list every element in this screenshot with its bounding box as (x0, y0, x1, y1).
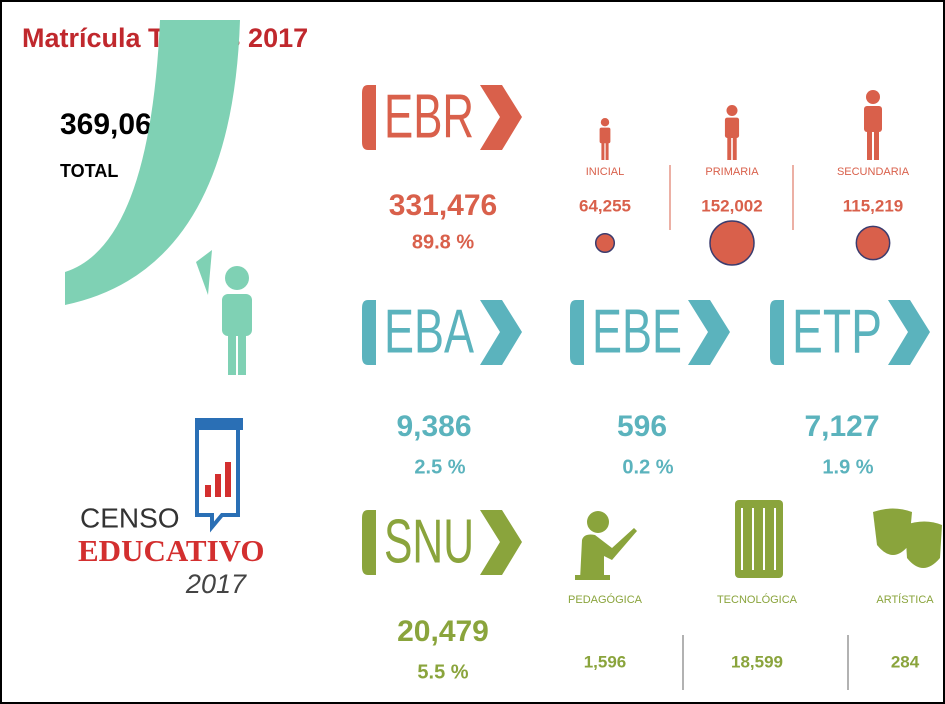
logo-line2: EDUCATIVO (78, 533, 265, 568)
chevron (480, 85, 522, 150)
person-icon (732, 136, 737, 160)
ebr-value: 331,476 (389, 189, 497, 222)
person-icon (874, 130, 879, 160)
level-circle (709, 220, 755, 266)
other-value: 7,127 (804, 410, 879, 443)
badge-name: EBE (592, 297, 682, 366)
snu-percent: 5.5 % (417, 661, 468, 683)
level-name: PRIMARIA (705, 166, 759, 178)
badge-name: EBA (384, 297, 474, 366)
area-value: 284 (891, 652, 920, 671)
level-circle (855, 225, 891, 261)
chevron (888, 300, 930, 365)
other-percent: 0.2 % (622, 456, 673, 478)
level-value: 64,255 (579, 196, 631, 215)
level-value: 152,002 (701, 196, 762, 215)
bracket (770, 300, 784, 365)
other-value: 9,386 (396, 410, 471, 443)
total-label: TOTAL (60, 161, 118, 181)
chevron (688, 300, 730, 365)
circuit-icon (735, 500, 783, 578)
arc-tip (196, 250, 212, 295)
level-value: 115,219 (843, 196, 904, 215)
chevron (480, 510, 522, 575)
arc (65, 20, 240, 305)
teacher-icon (587, 511, 609, 533)
person-icon (727, 136, 732, 160)
bracket (362, 300, 376, 365)
area-name: TECNOLÓGICA (717, 593, 798, 606)
snu-value: 20,479 (397, 615, 489, 648)
bracket (362, 510, 376, 575)
logo-line3: 2017 (185, 569, 247, 599)
level-name: INICIAL (586, 166, 625, 178)
bracket (362, 85, 376, 150)
area-name: ARTÍSTICA (876, 593, 934, 606)
logo-line1: CENSO (80, 502, 180, 533)
area-value: 18,599 (731, 652, 783, 671)
other-value: 596 (617, 410, 667, 443)
person-icon (726, 105, 738, 116)
level-name: SECUNDARIA (837, 166, 910, 178)
person-icon (600, 118, 610, 127)
area-name: PEDAGÓGICA (568, 593, 643, 606)
person-icon (864, 106, 882, 132)
badge-name: SNU (384, 507, 474, 576)
bracket (570, 300, 584, 365)
person-icon (724, 117, 740, 138)
logo-icon (195, 418, 243, 533)
badge-name: ETP (792, 297, 882, 366)
chevron (480, 300, 522, 365)
teacher-icon (575, 575, 610, 580)
teacher-icon (580, 528, 637, 580)
ebr-percent: 89.8 % (412, 231, 474, 253)
person-icon (866, 90, 880, 104)
badge-name: EBR (384, 82, 474, 151)
person-icon (222, 266, 252, 375)
person-icon (599, 127, 611, 144)
mask-icon (905, 521, 942, 568)
person-icon (867, 130, 872, 160)
person-icon (601, 142, 605, 160)
level-circle (594, 232, 616, 254)
mask-icon (873, 508, 912, 555)
other-percent: 2.5 % (414, 456, 465, 478)
other-percent: 1.9 % (822, 456, 873, 478)
area-value: 1,596 (584, 652, 627, 671)
person-icon (605, 142, 609, 160)
